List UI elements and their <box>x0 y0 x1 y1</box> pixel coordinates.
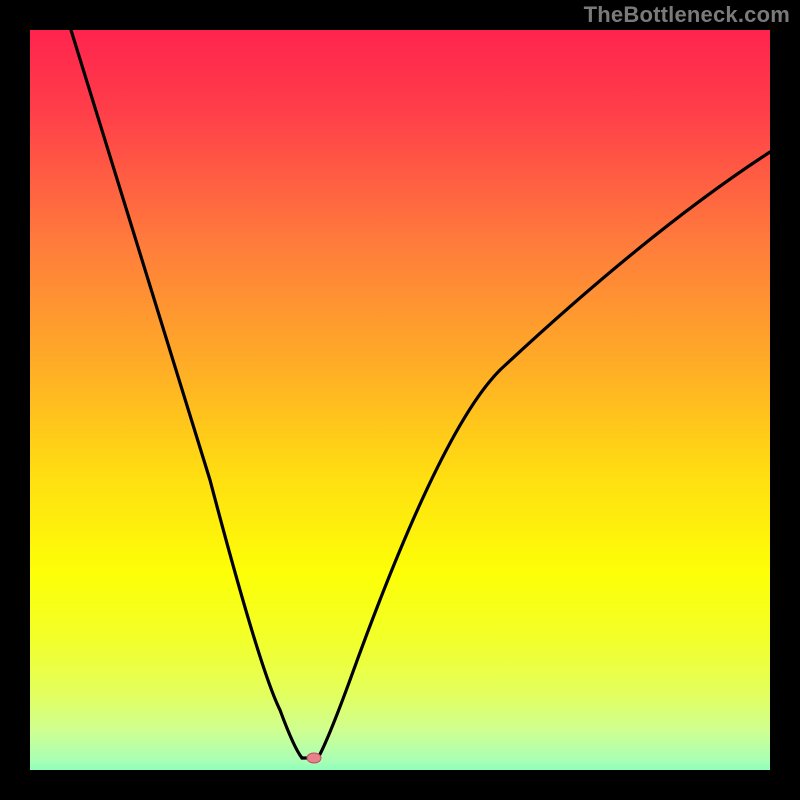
chart-background <box>30 30 770 770</box>
chart-container: TheBottleneck.com <box>0 0 800 800</box>
bottleneck-chart <box>0 0 800 800</box>
watermark-label: TheBottleneck.com <box>584 2 790 28</box>
optimal-point-marker <box>307 753 321 763</box>
